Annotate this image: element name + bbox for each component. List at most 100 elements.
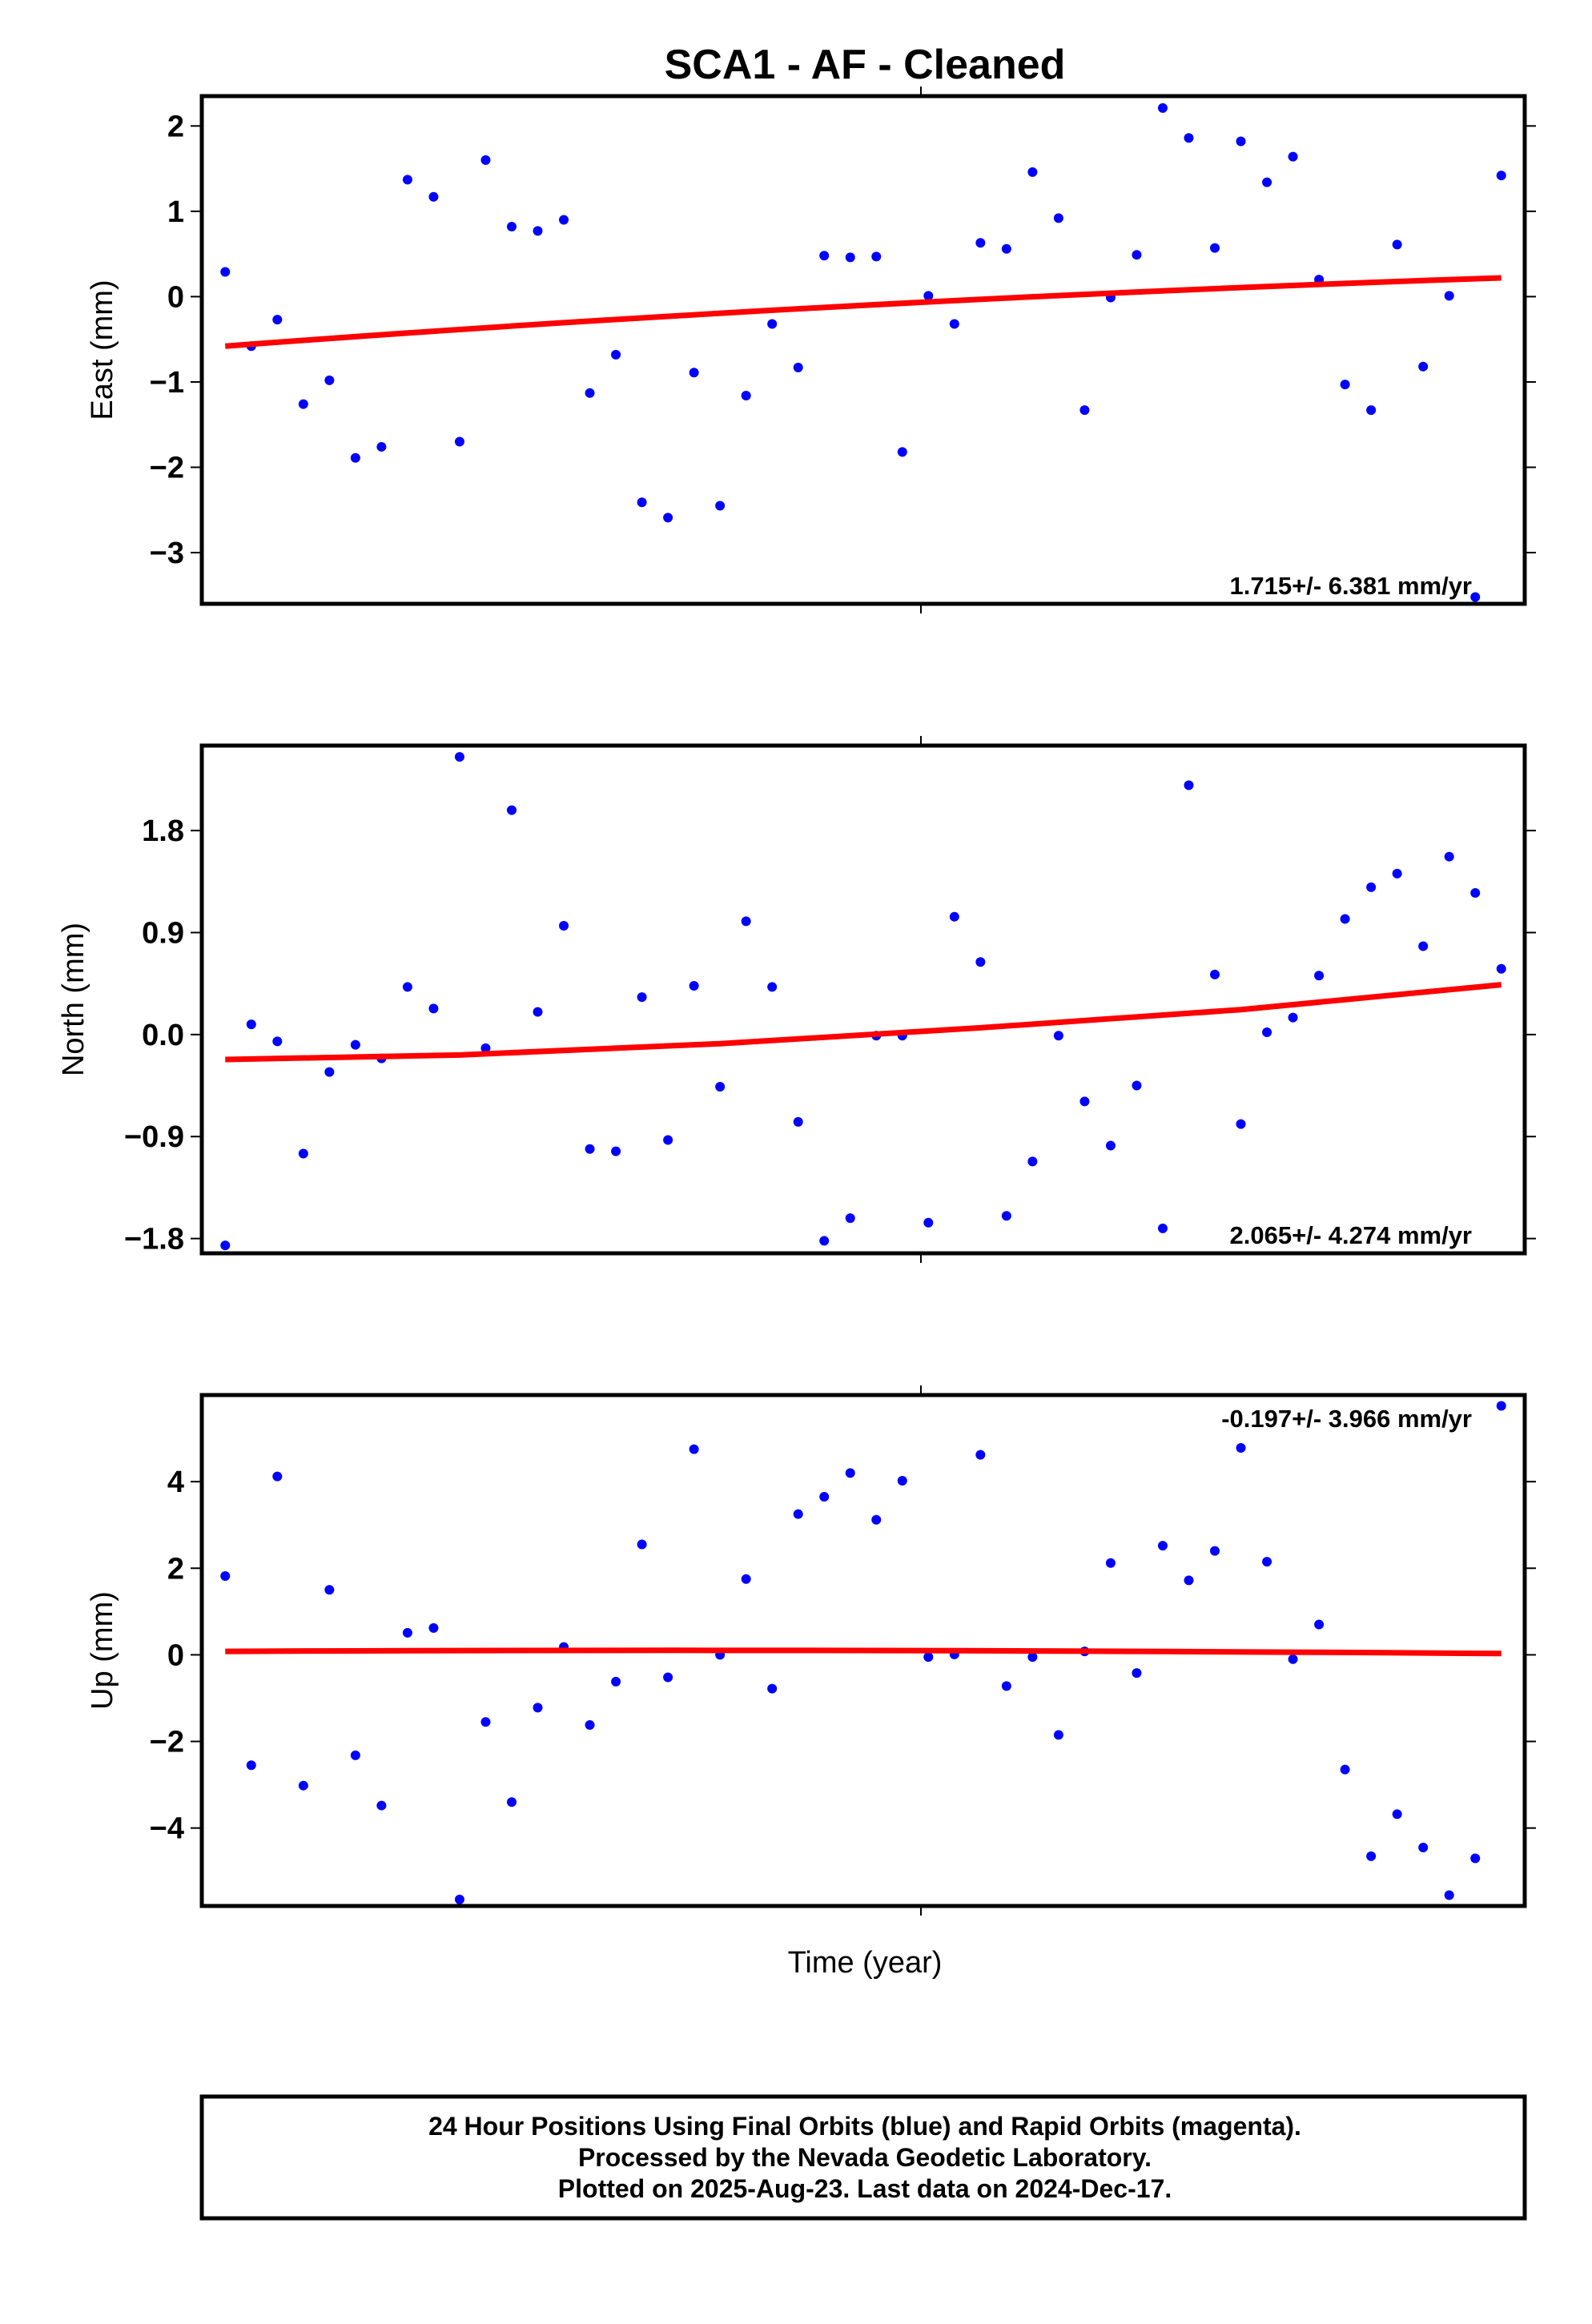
up-panel: 4 2 0 −2 −4 Up (mm) -0.197+/- 3.966 mm/yr (86, 1385, 1536, 1916)
data-point (1418, 361, 1429, 372)
panel-frame (199, 1393, 1527, 1908)
data-point (1001, 243, 1011, 254)
north-panel: 1.8 0.9 0.0 −0.9 −1.8 North (mm) 2.065+/- 4.27… (57, 736, 1536, 1263)
y-tick-label: −3 (150, 537, 184, 570)
y-tick-label: 2 (167, 1552, 184, 1586)
data-point (923, 1217, 934, 1228)
data-point (1444, 1890, 1454, 1900)
data-point (1210, 1546, 1220, 1556)
data-point (350, 1039, 360, 1050)
rate-label: 2.065+/- 4.274 mm/yr (1230, 1221, 1472, 1249)
data-point (663, 513, 673, 523)
data-point (689, 1444, 699, 1454)
data-point (480, 1717, 491, 1727)
data-point (819, 1492, 830, 1502)
data-point (1157, 1223, 1168, 1233)
data-point (246, 1760, 256, 1771)
data-point (689, 368, 699, 378)
data-point (1105, 1558, 1116, 1568)
rate-label: 1.715+/- 6.381 mm/yr (1230, 572, 1472, 600)
data-point (1027, 167, 1038, 177)
data-point (897, 447, 907, 457)
data-point (585, 1719, 595, 1730)
data-point (1132, 250, 1142, 260)
data-point (637, 1539, 647, 1550)
data-point (637, 992, 647, 1003)
y-tick-label: −1.8 (124, 1223, 184, 1256)
y-axis-label: North (mm) (57, 923, 90, 1076)
data-point (1157, 103, 1168, 113)
footer-box (199, 2094, 1527, 2221)
data-point (663, 1672, 673, 1683)
data-point (220, 267, 231, 277)
data-point (715, 501, 726, 511)
data-point (1392, 1809, 1402, 1819)
data-point (819, 251, 830, 261)
data-point (845, 1468, 855, 1478)
data-point (272, 315, 283, 325)
data-point (611, 1676, 621, 1687)
trend-line (225, 275, 1502, 349)
data-point (1184, 1575, 1194, 1586)
y-tick-label: 4 (167, 1466, 184, 1499)
data-point (1366, 1851, 1377, 1861)
data-point (1236, 136, 1246, 147)
data-point (1392, 239, 1402, 250)
data-point (975, 957, 986, 967)
panel-frame (199, 743, 1527, 1256)
data-point (1027, 1156, 1038, 1167)
data-point (1470, 887, 1481, 898)
data-point (949, 319, 959, 329)
data-point (741, 1574, 751, 1584)
data-point (533, 226, 543, 236)
data-point (767, 1683, 778, 1694)
x-axis-label: Time (year) (788, 1946, 943, 1980)
y-axis-label: Up (mm) (86, 1591, 119, 1710)
data-point (1392, 868, 1402, 879)
data-point (1340, 1764, 1350, 1775)
data-point (1001, 1681, 1011, 1691)
data-point (1496, 171, 1506, 181)
data-point (793, 362, 803, 372)
data-point (1444, 291, 1454, 301)
data-point (741, 391, 751, 401)
trend-line (225, 1647, 1502, 1657)
panel-frame (199, 94, 1527, 606)
data-point (1262, 177, 1272, 187)
data-point (1132, 1668, 1142, 1679)
data-point (506, 805, 517, 815)
rate-label: -0.197+/- 3.966 mm/yr (1221, 1405, 1472, 1433)
data-point (585, 388, 595, 398)
data-point (1053, 213, 1063, 223)
data-point (1288, 151, 1298, 162)
data-point (402, 1627, 412, 1638)
data-point (324, 375, 335, 385)
chart-title: SCA1 - AF - Cleaned (665, 42, 1066, 88)
data-point (611, 1146, 621, 1156)
data-point (298, 399, 308, 409)
data-point (793, 1509, 803, 1519)
data-point (819, 1236, 830, 1246)
data-point (454, 1894, 464, 1904)
y-tick-label: 0 (167, 280, 184, 314)
data-point (480, 155, 491, 165)
footer-line-3: Plotted on 2025-Aug-23. Last data on 202… (558, 2174, 1172, 2203)
footer-line-2: Processed by the Nevada Geodetic Laborat… (578, 2143, 1152, 2172)
data-point (1184, 780, 1194, 790)
data-point (298, 1780, 308, 1791)
data-point (1184, 133, 1194, 143)
data-point (506, 222, 517, 232)
data-point (1340, 914, 1350, 924)
y-tick-label: 1 (167, 195, 184, 229)
data-point (506, 1797, 517, 1807)
data-point (454, 436, 464, 447)
data-point (454, 752, 464, 762)
data-point (1496, 963, 1506, 974)
data-point (1340, 380, 1350, 390)
data-point (1079, 405, 1090, 416)
data-point (480, 1043, 491, 1053)
y-tick-label: 0.9 (142, 917, 184, 951)
data-point (1027, 1652, 1038, 1663)
data-point (1366, 882, 1377, 892)
y-tick-label: 1.8 (142, 814, 184, 848)
